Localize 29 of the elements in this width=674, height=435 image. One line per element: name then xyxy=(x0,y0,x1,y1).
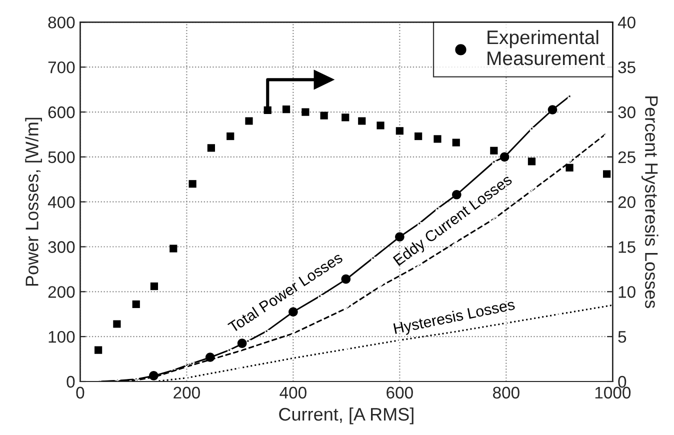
y-tick-label: 0 xyxy=(66,376,75,388)
y2-tick-label: 20 xyxy=(618,196,636,208)
y-tick-label: 700 xyxy=(48,62,75,74)
x-tick-label: 1000 xyxy=(595,386,631,399)
y-tick-label: 500 xyxy=(48,151,75,164)
y2-tick-label: 30 xyxy=(618,106,636,118)
y2-axis-title: Percent Hysteresis Losses xyxy=(641,96,658,308)
legend-label: Experimental Measurement xyxy=(488,30,605,66)
y-tick-label: 600 xyxy=(48,106,75,118)
y2-tick-label: 0 xyxy=(618,376,626,388)
y2-tick-label: 15 xyxy=(618,241,636,253)
y-axis-title: Power Losses, [W/m] xyxy=(25,118,42,286)
y2-tick-label: 10 xyxy=(618,286,636,298)
x-tick-label: 600 xyxy=(386,386,413,399)
y-tick-label: 800 xyxy=(48,16,75,28)
x-tick-label: 200 xyxy=(174,386,200,399)
y2-tick-label: 25 xyxy=(618,151,636,164)
y-tick-label: 400 xyxy=(48,196,75,208)
y2-tick-label: 40 xyxy=(618,16,636,28)
x-tick-label: 0 xyxy=(76,386,84,399)
y-tick-label: 200 xyxy=(48,286,75,298)
x-axis-title: Current, [A RMS] xyxy=(279,407,414,424)
y-tick-label: 300 xyxy=(48,241,75,253)
y2-tick-label: 5 xyxy=(618,331,626,343)
y-tick-label: 100 xyxy=(48,330,75,343)
x-tick-label: 400 xyxy=(280,386,306,399)
text: Hysteresis Losses xyxy=(393,298,516,337)
y2-tick-label: 35 xyxy=(618,62,636,74)
x-tick-label: 800 xyxy=(492,386,520,399)
